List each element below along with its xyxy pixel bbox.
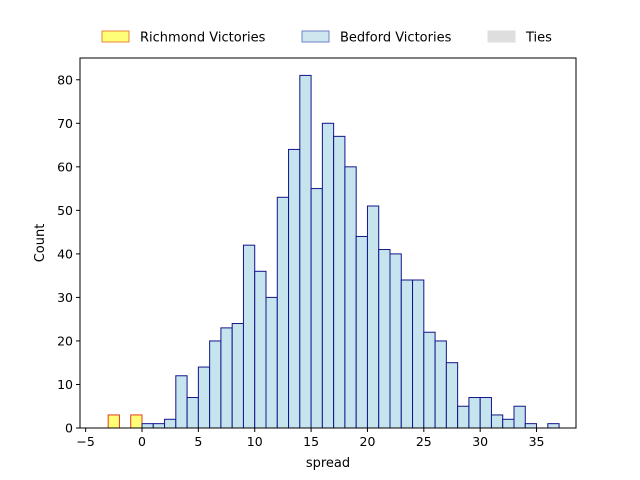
histogram-bar: [344, 166, 357, 429]
histogram-bar: [434, 340, 447, 429]
histogram-bar: [231, 323, 244, 429]
histogram-bar: [107, 414, 120, 429]
histogram-bar: [175, 375, 188, 429]
y-tick-label: 30: [57, 290, 73, 305]
histogram-bar: [130, 414, 143, 429]
histogram-bar: [524, 423, 538, 429]
y-tick-label: 20: [57, 333, 73, 348]
histogram-bar: [355, 235, 368, 429]
histogram-bar: [220, 327, 233, 429]
y-tick-label: 60: [57, 159, 73, 174]
histogram-bar: [547, 423, 560, 429]
x-axis: −5 0 5 10 15 20 25 30 35: [76, 428, 544, 449]
histogram-bar: [209, 340, 222, 429]
x-tick-label: 25: [416, 434, 432, 449]
histogram-bar: [242, 244, 256, 429]
legend: Richmond Victories Bedford Victories Ties: [101, 30, 552, 46]
x-tick-label: 30: [472, 434, 488, 449]
histogram-bar: [502, 418, 515, 429]
histogram-bar: [423, 331, 436, 429]
histogram-bar: [333, 135, 346, 429]
histogram-bar: [400, 279, 414, 429]
histogram-bar: [321, 122, 335, 429]
legend-label: Ties: [525, 31, 552, 46]
histogram-bar: [299, 74, 312, 429]
histogram-bar: [197, 366, 211, 429]
x-tick-label: 35: [529, 434, 545, 449]
histogram-bar: [164, 418, 177, 429]
histogram-bar: [457, 405, 470, 429]
x-tick-label: 15: [303, 434, 319, 449]
legend-label: Bedford Victories: [340, 31, 452, 46]
y-axis-label: Count: [33, 224, 48, 263]
histogram-bar: [490, 414, 504, 429]
histogram-bar: [468, 397, 481, 429]
y-tick-label: 50: [57, 203, 73, 218]
histogram-bar: [152, 423, 166, 429]
y-axis: 0 10 20 30 40 50 60 70 80: [57, 72, 80, 436]
legend-label: Richmond Victories: [140, 31, 266, 46]
histogram-bar: [389, 253, 402, 429]
x-tick-label: 0: [138, 434, 146, 449]
x-tick-label: 20: [360, 434, 376, 449]
histogram-bar: [412, 279, 425, 429]
histogram-bar: [276, 196, 290, 429]
x-tick-label: 5: [194, 434, 202, 449]
histogram-bar: [445, 362, 459, 429]
histogram-bar: [366, 205, 380, 429]
legend-swatch: [101, 30, 130, 43]
histogram-bar: [288, 148, 301, 429]
y-tick-label: 80: [57, 72, 73, 87]
histogram-bar: [479, 397, 492, 429]
x-axis-label: spread: [306, 456, 350, 471]
legend-swatch: [487, 30, 516, 43]
y-tick-label: 40: [57, 246, 73, 261]
histogram-bar: [265, 296, 278, 429]
histogram-bar: [310, 188, 323, 429]
x-tick-label: 10: [247, 434, 263, 449]
y-tick-label: 0: [65, 421, 73, 436]
histogram-bar: [254, 270, 267, 429]
x-tick-label: −5: [76, 434, 94, 449]
histogram-bar: [186, 397, 199, 429]
histogram-bar: [378, 249, 391, 429]
plot-frame: [79, 57, 577, 429]
y-tick-label: 70: [57, 116, 73, 131]
y-tick-label: 10: [57, 377, 73, 392]
histogram-bar: [141, 423, 154, 429]
legend-swatch: [301, 30, 330, 43]
histogram-bar: [513, 405, 526, 429]
